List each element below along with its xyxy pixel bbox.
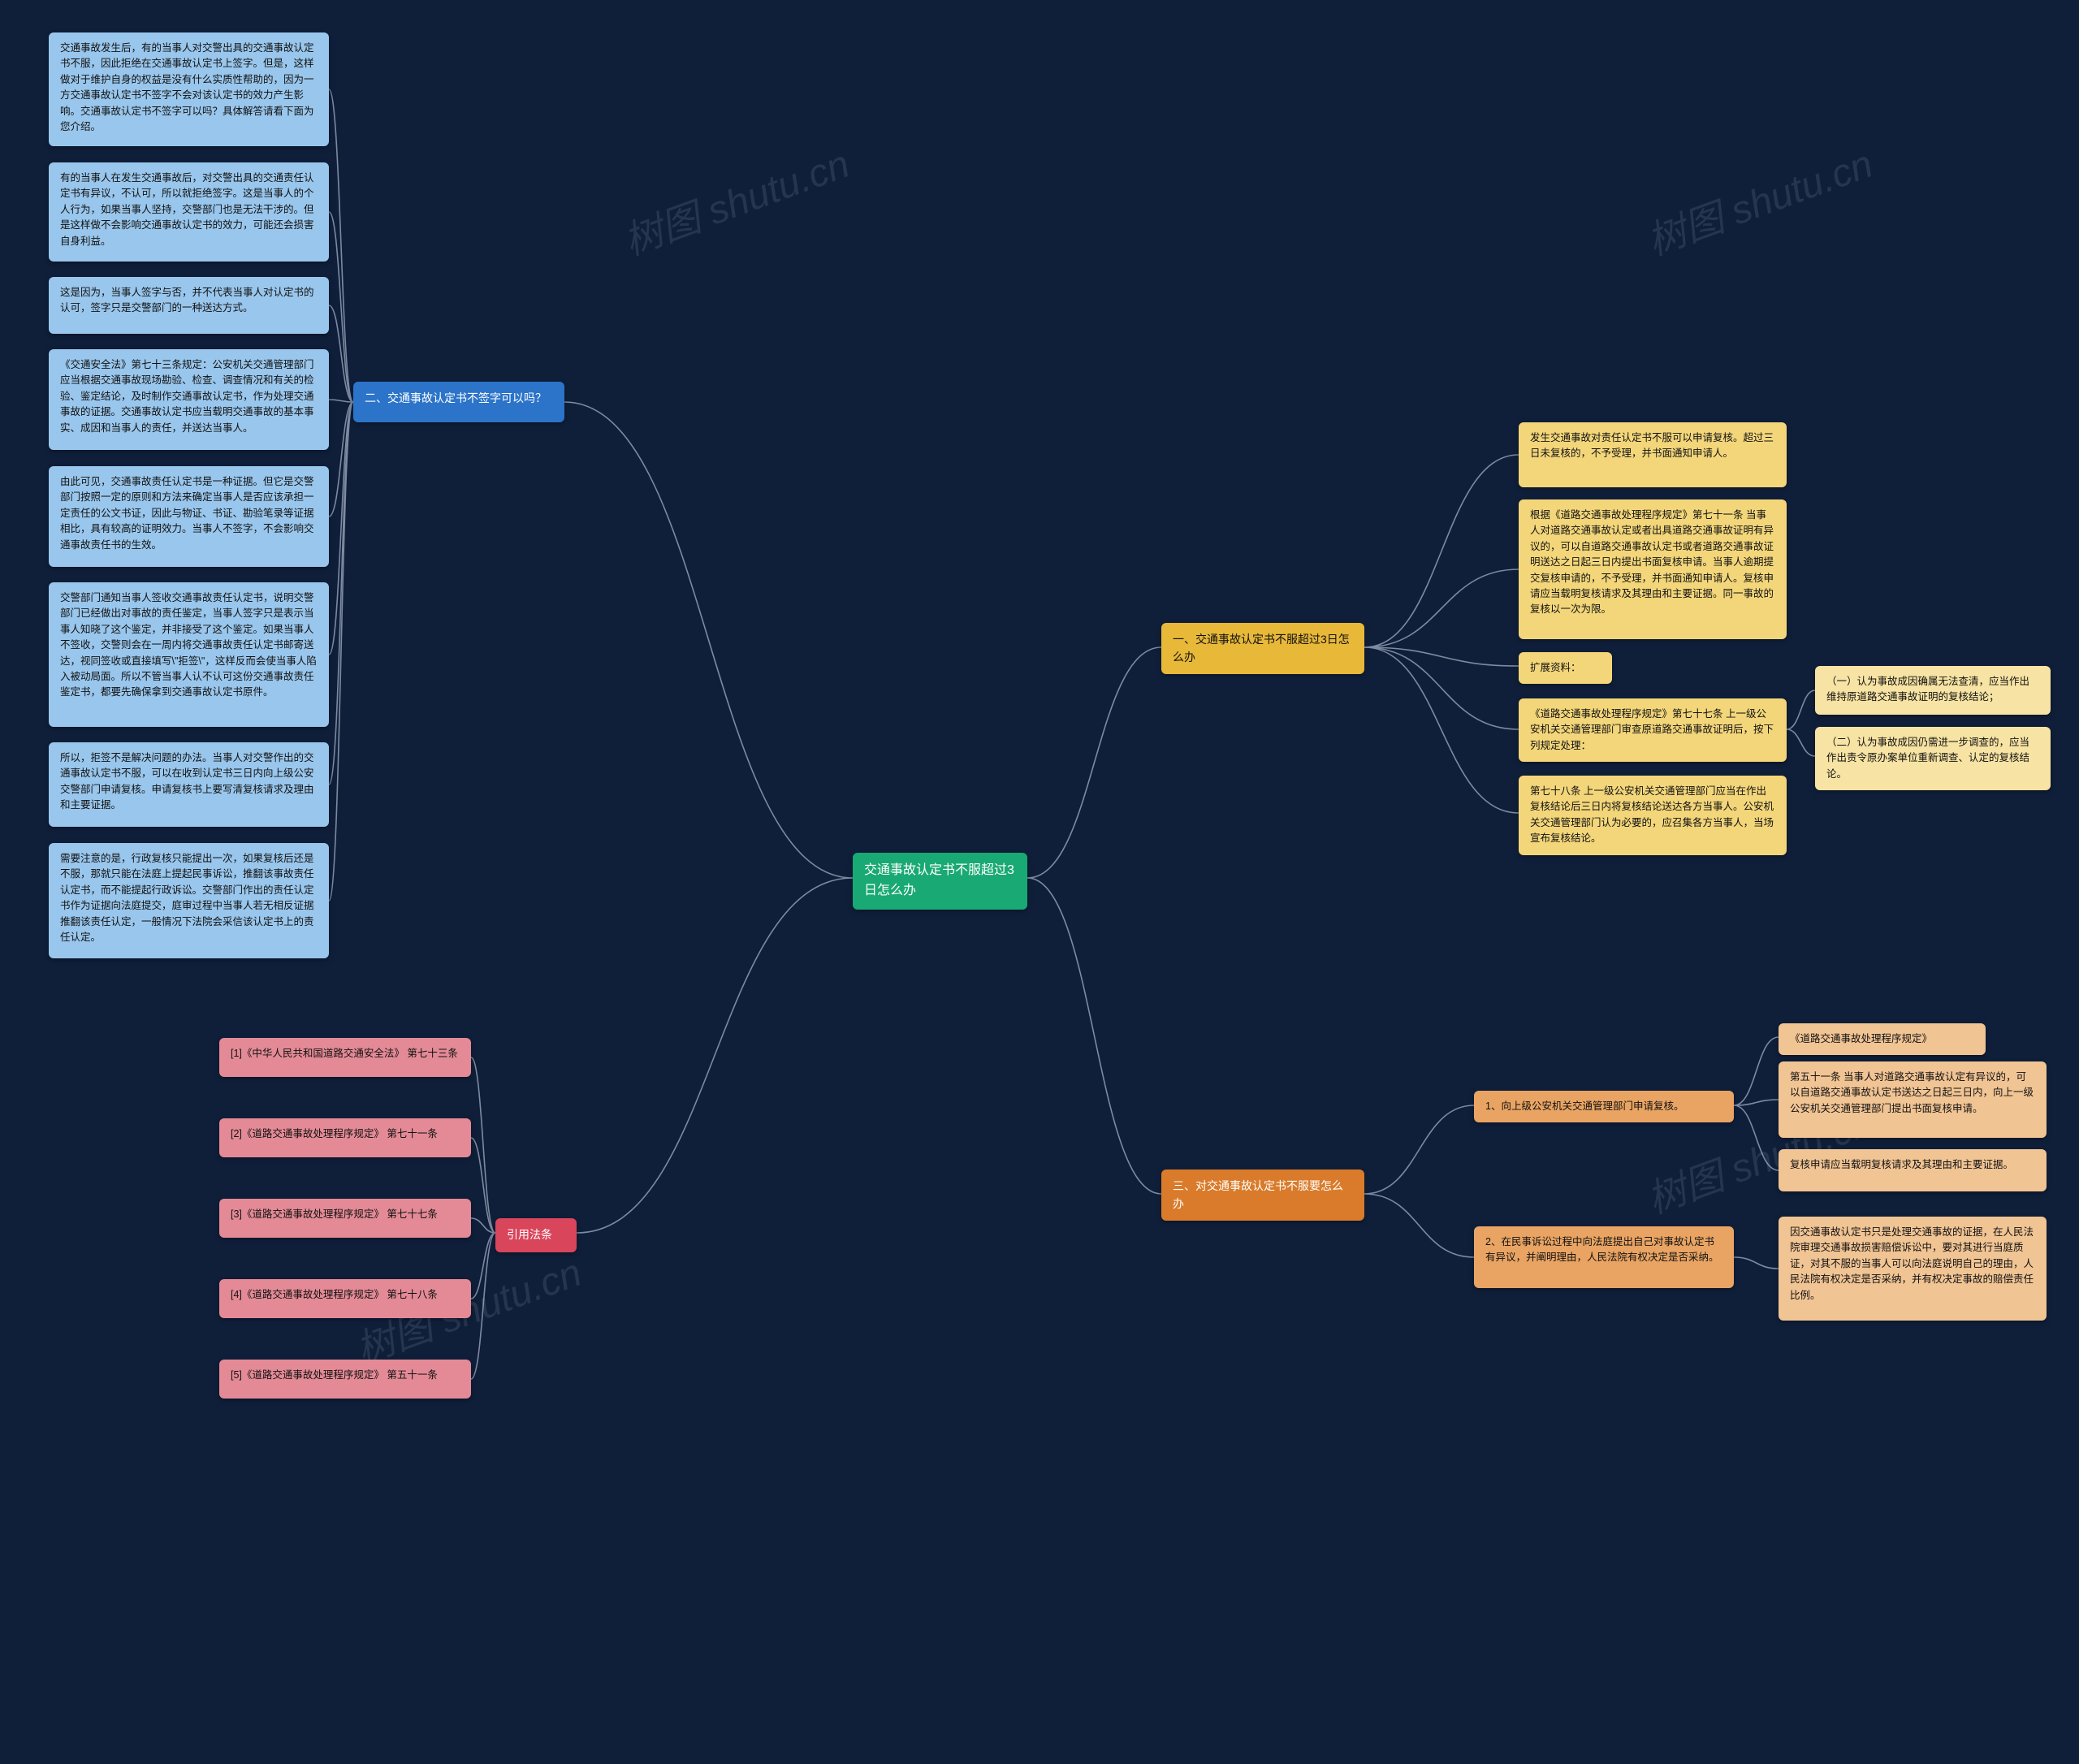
- node-text: 由此可见，交通事故责任认定书是一种证据。但它是交警部门按照一定的原则和方法来确定…: [60, 476, 314, 551]
- mindmap-node: 《道路交通事故处理程序规定》: [1779, 1023, 1986, 1055]
- node-text: 交通事故发生后，有的当事人对交警出具的交通事故认定书不服，因此拒绝在交通事故认定…: [60, 42, 314, 132]
- mindmap-node: 交警部门通知当事人签收交通事故责任认定书，说明交警部门已经做出对事故的责任鉴定，…: [49, 582, 329, 727]
- mindmap-node: 所以，拒签不是解决问题的办法。当事人对交警作出的交通事故认定书不服，可以在收到认…: [49, 742, 329, 827]
- mindmap-node: （二）认为事故成因仍需进一步调查的，应当作出责令原办案单位重新调查、认定的复核结…: [1815, 727, 2051, 790]
- watermark: 树图 shutu.cn: [615, 132, 856, 266]
- mindmap-node: 第七十八条 上一级公安机关交通管理部门应当在作出复核结论后三日内将复核结论送达各…: [1519, 776, 1787, 855]
- node-text: 一、交通事故认定书不服超过3日怎么办: [1173, 633, 1350, 664]
- node-text: 1、向上级公安机关交通管理部门申请复核。: [1485, 1100, 1684, 1112]
- node-text: 2、在民事诉讼过程中向法庭提出自己对事故认定书有异议，并阐明理由，人民法院有权决…: [1485, 1236, 1719, 1263]
- node-text: 发生交通事故对责任认定书不服可以申请复核。超过三日未复核的，不予受理，并书面通知…: [1530, 432, 1774, 459]
- mindmap-node: 引用法条: [495, 1218, 577, 1252]
- node-text: [2]《道路交通事故处理程序规定》 第七十一条: [231, 1128, 438, 1139]
- mindmap-node: [4]《道路交通事故处理程序规定》 第七十八条: [219, 1279, 471, 1318]
- mindmap-node: 1、向上级公安机关交通管理部门申请复核。: [1474, 1091, 1734, 1122]
- mindmap-node: 这是因为，当事人签字与否，并不代表当事人对认定书的认可，签字只是交警部门的一种送…: [49, 277, 329, 334]
- node-text: 所以，拒签不是解决问题的办法。当事人对交警作出的交通事故认定书不服，可以在收到认…: [60, 752, 314, 811]
- node-text: 交警部门通知当事人签收交通事故责任认定书，说明交警部门已经做出对事故的责任鉴定，…: [60, 592, 317, 698]
- node-text: 有的当事人在发生交通事故后，对交警出具的交通责任认定书有异议，不认可，所以就拒绝…: [60, 172, 314, 247]
- mindmap-node: 需要注意的是，行政复核只能提出一次，如果复核后还是不服，那就只能在法庭上提起民事…: [49, 843, 329, 958]
- node-text: （二）认为事故成因仍需进一步调查的，应当作出责令原办案单位重新调查、认定的复核结…: [1826, 737, 2029, 780]
- node-text: 《交通安全法》第七十三条规定：公安机关交通管理部门应当根据交通事故现场勘验、检查…: [60, 359, 314, 434]
- node-text: 《道路交通事故处理程序规定》第七十七条 上一级公安机关交通管理部门审查原道路交通…: [1530, 708, 1774, 751]
- node-text: 《道路交通事故处理程序规定》: [1790, 1033, 1932, 1044]
- mindmap-node: （一）认为事故成因确属无法查清，应当作出维持原道路交通事故证明的复核结论；: [1815, 666, 2051, 715]
- mindmap-node: 三、对交通事故认定书不服要怎么办: [1161, 1170, 1364, 1221]
- node-text: 第七十八条 上一级公安机关交通管理部门应当在作出复核结论后三日内将复核结论送达各…: [1530, 785, 1774, 844]
- node-text: （一）认为事故成因确属无法查清，应当作出维持原道路交通事故证明的复核结论；: [1826, 676, 2029, 703]
- watermark: 树图 shutu.cn: [1638, 132, 1879, 266]
- mindmap-node: 由此可见，交通事故责任认定书是一种证据。但它是交警部门按照一定的原则和方法来确定…: [49, 466, 329, 567]
- node-text: 需要注意的是，行政复核只能提出一次，如果复核后还是不服，那就只能在法庭上提起民事…: [60, 853, 314, 943]
- mindmap-node: 因交通事故认定书只是处理交通事故的证据，在人民法院审理交通事故损害赔偿诉讼中，要…: [1779, 1217, 2047, 1321]
- node-text: 这是因为，当事人签字与否，并不代表当事人对认定书的认可，签字只是交警部门的一种送…: [60, 287, 314, 313]
- node-text: 引用法条: [507, 1228, 552, 1241]
- node-text: [1]《中华人民共和国道路交通安全法》 第七十三条: [231, 1048, 458, 1059]
- node-text: 交通事故认定书不服超过3日怎么办: [864, 863, 1014, 897]
- node-text: [4]《道路交通事故处理程序规定》 第七十八条: [231, 1289, 438, 1300]
- mindmap-node: 复核申请应当载明复核请求及其理由和主要证据。: [1779, 1149, 2047, 1191]
- node-text: 复核申请应当载明复核请求及其理由和主要证据。: [1790, 1159, 2013, 1170]
- node-text: [5]《道路交通事故处理程序规定》 第五十一条: [231, 1369, 438, 1381]
- mindmap-node: [2]《道路交通事故处理程序规定》 第七十一条: [219, 1118, 471, 1157]
- node-text: 第五十一条 当事人对道路交通事故认定有异议的，可以自道路交通事故认定书送达之日起…: [1790, 1071, 2034, 1114]
- mindmap-node: 交通事故认定书不服超过3日怎么办: [853, 853, 1027, 910]
- mindmap-node: 第五十一条 当事人对道路交通事故认定有异议的，可以自道路交通事故认定书送达之日起…: [1779, 1061, 2047, 1138]
- node-text: 根据《道路交通事故处理程序规定》第七十一条 当事人对道路交通事故认定或者出具道路…: [1530, 509, 1774, 615]
- mindmap-node: 根据《道路交通事故处理程序规定》第七十一条 当事人对道路交通事故认定或者出具道路…: [1519, 499, 1787, 639]
- node-text: 因交通事故认定书只是处理交通事故的证据，在人民法院审理交通事故损害赔偿诉讼中，要…: [1790, 1226, 2034, 1301]
- mindmap-node: 发生交通事故对责任认定书不服可以申请复核。超过三日未复核的，不予受理，并书面通知…: [1519, 422, 1787, 487]
- mindmap-node: 扩展资料：: [1519, 652, 1612, 684]
- node-text: 三、对交通事故认定书不服要怎么办: [1173, 1179, 1343, 1210]
- mindmap-node: 《道路交通事故处理程序规定》第七十七条 上一级公安机关交通管理部门审查原道路交通…: [1519, 698, 1787, 762]
- node-text: 扩展资料：: [1530, 662, 1581, 673]
- mindmap-node: 二、交通事故认定书不签字可以吗？: [353, 382, 564, 422]
- mindmap-node: 一、交通事故认定书不服超过3日怎么办: [1161, 623, 1364, 674]
- node-text: 二、交通事故认定书不签字可以吗？: [365, 391, 547, 404]
- mindmap-node: 有的当事人在发生交通事故后，对交警出具的交通责任认定书有异议，不认可，所以就拒绝…: [49, 162, 329, 262]
- mindmap-node: 交通事故发生后，有的当事人对交警出具的交通事故认定书不服，因此拒绝在交通事故认定…: [49, 32, 329, 146]
- node-text: [3]《道路交通事故处理程序规定》 第七十七条: [231, 1208, 438, 1220]
- mindmap-node: 2、在民事诉讼过程中向法庭提出自己对事故认定书有异议，并阐明理由，人民法院有权决…: [1474, 1226, 1734, 1288]
- mindmap-node: [5]《道路交通事故处理程序规定》 第五十一条: [219, 1360, 471, 1399]
- mindmap-node: [1]《中华人民共和国道路交通安全法》 第七十三条: [219, 1038, 471, 1077]
- mindmap-node: 《交通安全法》第七十三条规定：公安机关交通管理部门应当根据交通事故现场勘验、检查…: [49, 349, 329, 450]
- mindmap-node: [3]《道路交通事故处理程序规定》 第七十七条: [219, 1199, 471, 1238]
